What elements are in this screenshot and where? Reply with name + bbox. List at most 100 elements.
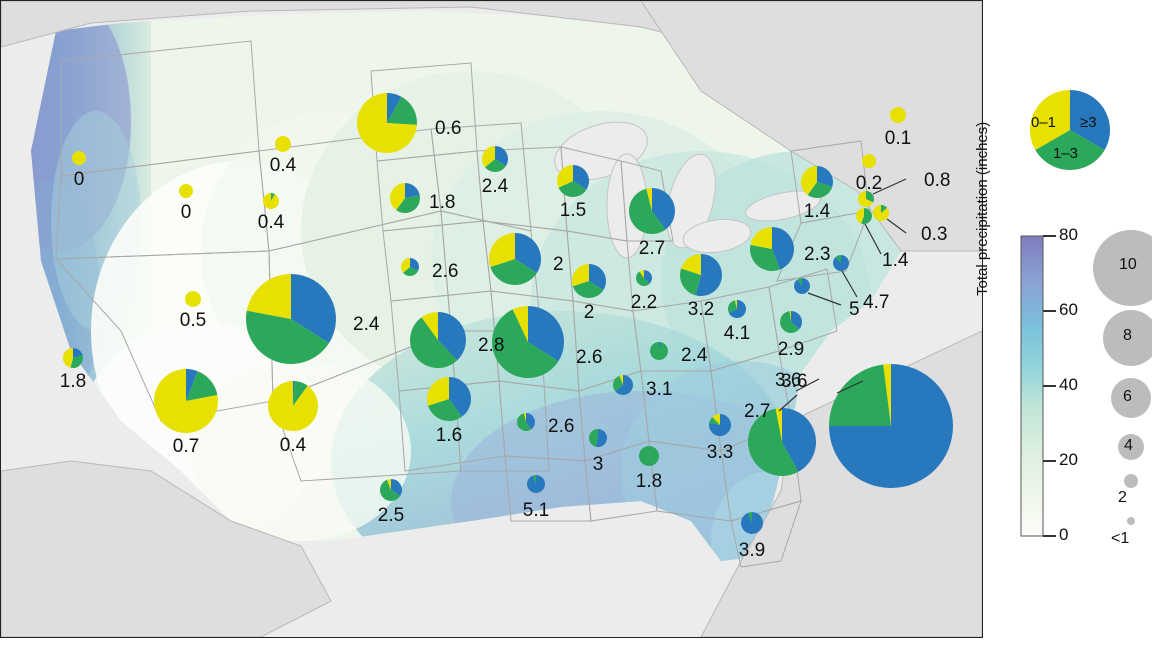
- pie-slice: [881, 205, 888, 213]
- state-pie: [482, 146, 509, 172]
- pie-value-label: 0.3: [921, 224, 948, 245]
- leader-line: [886, 218, 907, 234]
- pie-slice: [73, 348, 83, 358]
- pie-value-label: 4.7: [863, 292, 890, 313]
- size-legend-label: 10: [1119, 256, 1137, 273]
- state-pie: [154, 369, 218, 433]
- state-pie: [855, 208, 872, 224]
- pie-slice: [421, 312, 438, 340]
- pie-slice: [829, 364, 891, 426]
- pie-slice: [293, 381, 295, 406]
- pie-value-label: 2.4: [681, 345, 708, 366]
- pie-slice: [527, 475, 545, 494]
- state-pie: [263, 193, 279, 209]
- pie-slice: [709, 416, 720, 425]
- pie-value-label: 0.5: [179, 310, 207, 331]
- pie-value-label: 1.8: [59, 371, 87, 392]
- pie-value-label: 2.4: [353, 314, 380, 335]
- pie-value-label: 1.4: [803, 201, 831, 222]
- pie-slice: [644, 270, 653, 284]
- state-pie: [409, 312, 467, 369]
- pie-value-label: 1.8: [635, 471, 663, 492]
- colorbar: [1020, 235, 1056, 537]
- pie-slice: [861, 154, 876, 169]
- leader-line: [778, 394, 798, 412]
- state-pie: [380, 479, 402, 501]
- state-pie: [728, 300, 746, 319]
- state-pie: [400, 258, 419, 276]
- state-pie: [588, 429, 607, 447]
- state-pie: [517, 413, 535, 431]
- pie-slice: [681, 254, 701, 275]
- pie-slice: [695, 254, 723, 296]
- pie-slice: [780, 311, 800, 333]
- pie-slice: [512, 306, 528, 342]
- pie-slice: [71, 151, 86, 165]
- pie-slice: [400, 258, 410, 273]
- pie-value-label: 2.5: [377, 505, 405, 526]
- pie-value-label: 0.7: [172, 436, 200, 457]
- pie-value-label: 3: [592, 454, 604, 475]
- state-pie: [527, 475, 545, 494]
- pie-slice: [613, 375, 623, 392]
- pie-value-label: 5.1: [522, 500, 550, 521]
- pie-slice: [526, 413, 535, 430]
- pie-value-label: 0: [180, 202, 192, 223]
- pie-slice: [515, 233, 541, 273]
- legend-pie-label: 0–1: [1031, 114, 1057, 131]
- state-pie: [426, 377, 471, 421]
- pie-value-label: 3.6: [775, 370, 802, 391]
- size-legend-circle: [1118, 434, 1144, 460]
- pie-slice: [438, 312, 467, 361]
- colorbar-tick-label: 60: [1059, 300, 1078, 319]
- size-legend-circle: [1103, 310, 1152, 366]
- state-pie: [357, 93, 417, 153]
- pie-slice: [589, 264, 606, 291]
- pie-value-label: 3.6: [781, 371, 808, 392]
- pie-value-label: 3.9: [738, 540, 766, 561]
- great-lakes: [554, 121, 821, 259]
- colorbar-tick-label: 40: [1059, 375, 1078, 394]
- pie-slice: [572, 264, 589, 287]
- pie-value-label: 0.4: [257, 212, 285, 233]
- size-legend-circle: [1127, 517, 1135, 525]
- pie-value-label: 0.4: [269, 155, 297, 176]
- pie-slice: [263, 193, 279, 209]
- state-pie: [750, 227, 795, 271]
- pie-value-label: 0.6: [435, 118, 462, 139]
- pie-slice: [390, 183, 405, 211]
- pie-slice: [789, 311, 791, 322]
- pie-slice: [391, 479, 402, 496]
- pie-slice: [403, 267, 419, 276]
- size-legend-circle: [1111, 378, 1151, 418]
- pie-slice: [791, 311, 803, 330]
- pie-slice: [595, 429, 607, 447]
- pie-slice: [396, 195, 420, 213]
- size-legend-circle: [1124, 474, 1138, 488]
- pie-slice: [750, 244, 781, 271]
- pie-slice: [646, 188, 652, 211]
- pie-value-label: 1.5: [559, 200, 587, 221]
- pie-slice: [426, 377, 449, 406]
- state-pie: [780, 311, 803, 333]
- pie-value-label: 2.6: [548, 416, 575, 437]
- pie-slice: [357, 93, 417, 153]
- pie-value-label: 2.8: [478, 335, 505, 356]
- pie-slice: [428, 399, 462, 421]
- pie-slice: [772, 227, 795, 270]
- state-pie: [857, 191, 874, 207]
- pie-slice: [748, 408, 799, 476]
- legend-area: ≥3 1–3 0–1 Total precipitation (inches): [974, 0, 1152, 648]
- pie-slice: [492, 309, 559, 378]
- pie-slice: [573, 165, 589, 190]
- pie-value-label: 1.4: [882, 250, 909, 271]
- state-pie: [873, 205, 889, 221]
- pie-value-label: 1.6: [435, 425, 463, 446]
- legend-pie-label: 1–3: [1053, 145, 1079, 162]
- pie-value-label: 2.6: [576, 347, 603, 368]
- pie-slice: [861, 208, 872, 224]
- pie-slice: [246, 274, 291, 319]
- pie-slice: [293, 381, 308, 406]
- pie-slice: [728, 300, 737, 313]
- state-pie: [63, 348, 83, 368]
